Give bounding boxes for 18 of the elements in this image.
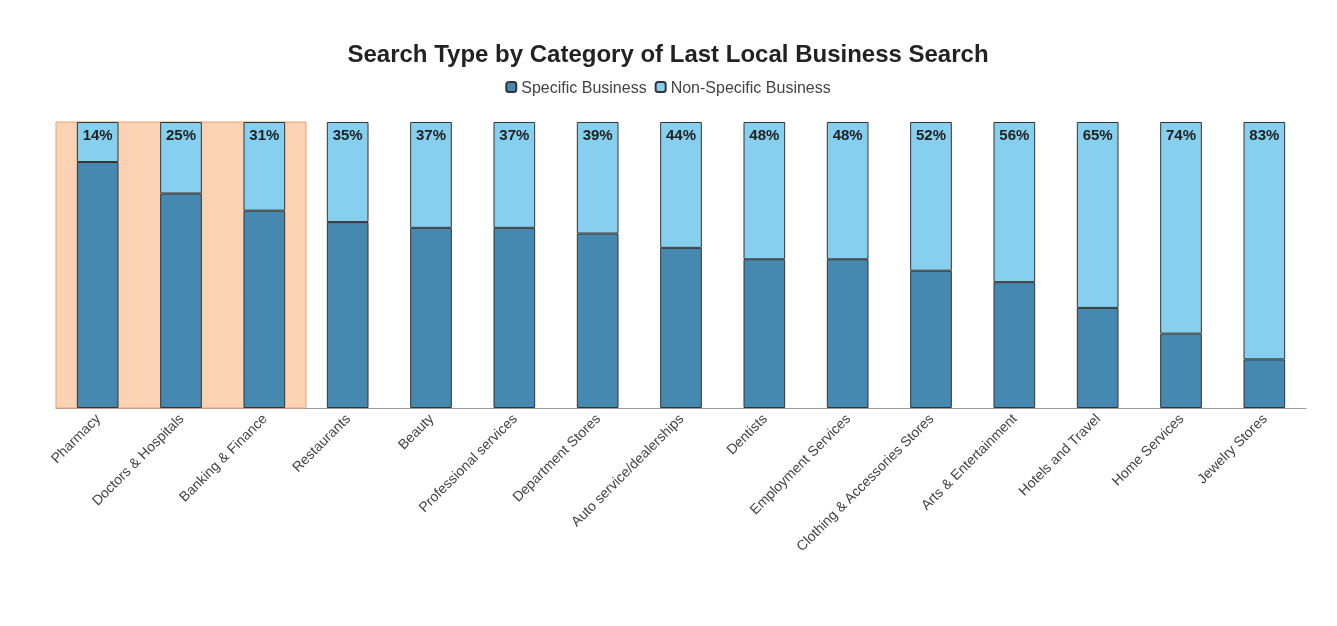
- data-label: 37%: [415, 126, 447, 143]
- legend-label: Specific Business: [521, 78, 647, 96]
- data-label: 83%: [1249, 126, 1280, 143]
- data-label: 48%: [832, 126, 863, 143]
- data-label: 37%: [499, 126, 530, 143]
- data-label: 25%: [165, 126, 197, 143]
- data-label: 52%: [915, 126, 947, 143]
- data-label: 35%: [332, 126, 363, 143]
- legend-label: Non-Specific Business: [670, 78, 831, 96]
- data-label: 48%: [749, 126, 780, 143]
- data-label: 74%: [1165, 126, 1197, 143]
- data-label: 39%: [582, 126, 613, 143]
- data-label: 14%: [82, 126, 113, 143]
- data-label: 31%: [249, 126, 280, 143]
- chart-title: Search Type by Category of Last Local Business Search: [347, 39, 989, 67]
- data-label: 65%: [1082, 126, 1113, 143]
- data-label: 56%: [999, 126, 1030, 143]
- data-label: 44%: [665, 126, 697, 143]
